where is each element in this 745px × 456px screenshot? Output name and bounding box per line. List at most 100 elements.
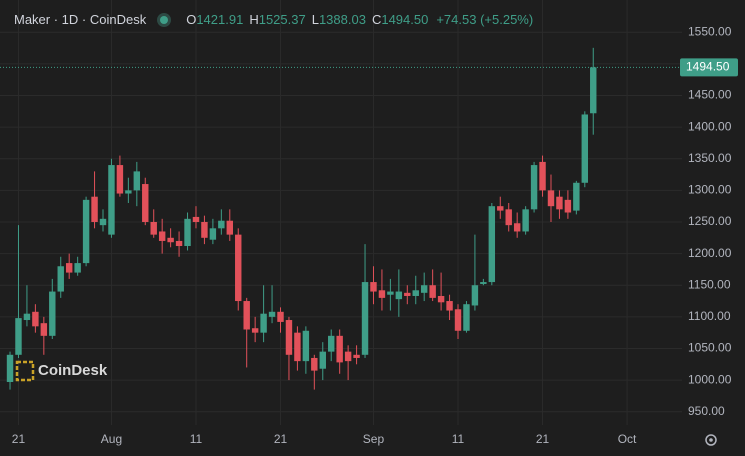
change: +74.53 (+5.25%) (436, 12, 534, 27)
candle-body (480, 282, 487, 284)
y-tick-label: 1100.00 (688, 309, 731, 323)
y-tick-label: 1150.00 (688, 277, 731, 291)
candle-body (142, 184, 149, 222)
watermark: CoinDesk (15, 360, 108, 382)
info-value: 1525.37 (258, 12, 306, 27)
y-tick-label: 1350.00 (688, 151, 732, 165)
info-key: H (249, 12, 259, 27)
info-value: 1421.91 (196, 12, 244, 27)
candle-body (547, 190, 555, 207)
candle-body (488, 206, 496, 283)
candle-body (319, 351, 326, 369)
candle-body (294, 332, 301, 362)
last-price-label: 1494.50 (686, 60, 730, 74)
candle-body (454, 309, 462, 331)
candle-body (395, 291, 403, 300)
candle-body (361, 282, 369, 355)
candle-body (522, 209, 529, 232)
y-tick-label: 1050.00 (688, 341, 732, 355)
candle-body (446, 301, 453, 311)
info-value: 1388.03 (318, 12, 366, 27)
legend-header: Maker · 1D · CoinDesk O 1421.91 H 1525.37 L 1… (14, 12, 533, 27)
candle-body (420, 285, 428, 293)
candle-body (23, 313, 31, 321)
candle-body (40, 323, 48, 336)
x-tick-label: Oct (618, 432, 637, 446)
x-tick-label: 21 (274, 432, 288, 446)
y-tick-label: 950.00 (688, 404, 725, 418)
candle-body (285, 320, 293, 355)
candle-body (32, 311, 39, 327)
x-tick-label: 21 (536, 432, 550, 446)
info-key: C (371, 12, 382, 27)
candle-body (387, 291, 394, 295)
candle-body (564, 199, 572, 213)
candle-body (556, 196, 563, 210)
candle-body (49, 291, 56, 336)
candle-body (65, 263, 73, 273)
candle-body (150, 221, 157, 235)
y-tick-label: 1450.00 (688, 88, 732, 102)
watermark-text: CoinDesk (38, 362, 108, 379)
candle-body (82, 199, 90, 264)
candle-body (108, 165, 115, 235)
symbol-title: Maker · 1D · CoinDesk (14, 12, 147, 27)
candle-body (175, 240, 183, 247)
candle-body (581, 114, 589, 183)
candle-body (133, 171, 141, 191)
candles: 1494.50 (0, 47, 738, 390)
candle-body (471, 285, 479, 306)
candle-body (344, 351, 352, 362)
candle-body (336, 335, 343, 363)
candle-body (251, 328, 259, 333)
candle-body (590, 67, 597, 114)
candle-body (201, 221, 208, 238)
last-price-tag (680, 58, 738, 77)
candle-body (57, 266, 64, 292)
candle-body (353, 354, 360, 358)
candle-body (378, 290, 386, 298)
candle-body (260, 313, 267, 333)
candle-body (497, 206, 504, 211)
candle-body (505, 209, 512, 226)
candle-body (226, 220, 234, 235)
status-dot (160, 15, 169, 24)
candle-body (116, 165, 124, 194)
info-value: 1494.50 (381, 12, 429, 27)
gear[interactable] (705, 434, 717, 446)
candle-body (302, 330, 310, 362)
candle-body (74, 263, 81, 273)
candle-body (209, 228, 217, 240)
candle-body (513, 223, 521, 232)
y-tick-label: 1000.00 (688, 372, 732, 386)
y-tick-label: 1300.00 (688, 183, 732, 197)
candle-body (6, 354, 14, 382)
x-tick-label: 11 (190, 432, 203, 446)
candle-body (268, 311, 276, 317)
candle-body (91, 196, 98, 222)
x-tick-label: Sep (363, 432, 385, 446)
candle-body (404, 292, 411, 296)
candle-body (412, 290, 419, 296)
y-tick-label: 1200.00 (688, 246, 732, 260)
candle-body (573, 182, 580, 211)
settings-icon[interactable] (705, 434, 717, 446)
y-tick-label: 1400.00 (688, 119, 732, 133)
gear-center[interactable] (709, 438, 713, 442)
y-tick-label: 1550.00 (688, 24, 732, 38)
candle-body (218, 220, 225, 229)
candle-body (235, 234, 242, 302)
candle-body (530, 165, 538, 210)
candle-body (158, 231, 166, 241)
info-key: O (186, 12, 197, 27)
candle-body (277, 311, 284, 322)
candle-body (370, 282, 377, 292)
candle-body (184, 218, 191, 247)
candle-body (192, 216, 200, 222)
candle-body (125, 190, 132, 194)
candle-body (328, 335, 335, 352)
candle-body (99, 218, 107, 226)
candle-body (429, 285, 436, 298)
